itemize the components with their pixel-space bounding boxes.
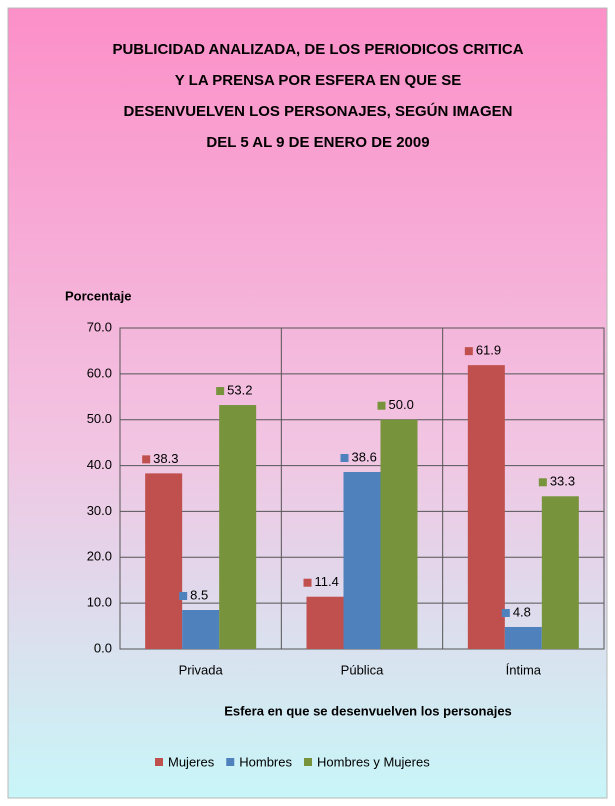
bar: [182, 610, 220, 649]
x-tick-label: Pública: [341, 662, 384, 677]
data-label: 38.6: [352, 449, 377, 464]
background: [7, 7, 608, 799]
chart-title: DEL 5 AL 9 DE ENERO DE 2009: [206, 134, 429, 151]
y-tick-label: 40.0: [87, 457, 112, 472]
y-tick-label: 10.0: [87, 595, 112, 610]
legend-label: Hombres: [239, 754, 292, 769]
legend-key: [155, 758, 163, 766]
data-label: 50.0: [389, 397, 414, 412]
chart-title: Y LA PRENSA POR ESFERA EN QUE SE: [175, 72, 461, 89]
chart-title: PUBLICIDAD ANALIZADA, DE LOS PERIODICOS …: [112, 41, 523, 58]
y-tick-label: 0.0: [94, 640, 112, 655]
legend-label: Mujeres: [168, 754, 215, 769]
label-key: [501, 608, 510, 617]
y-axis-label: Porcentaje: [65, 288, 131, 303]
label-key: [340, 453, 349, 462]
label-key: [142, 455, 151, 464]
data-label: 61.9: [476, 343, 501, 358]
x-tick-label: Íntima: [506, 662, 542, 677]
data-label: 53.2: [227, 382, 252, 397]
data-label: 11.4: [315, 574, 339, 589]
label-key: [377, 401, 386, 410]
bar: [380, 419, 418, 649]
data-label: 33.3: [550, 474, 575, 489]
label-key: [179, 592, 188, 601]
x-axis-label: Esfera en que se desenvuelven los person…: [224, 703, 512, 718]
label-key: [538, 478, 547, 487]
label-key: [303, 578, 312, 587]
chart-title: DESENVUELVEN LOS PERSONAJES, SEGÚN IMAGE…: [124, 102, 513, 120]
bar: [541, 496, 579, 649]
label-key: [216, 387, 225, 396]
bar: [343, 471, 381, 649]
y-tick-label: 70.0: [87, 319, 112, 334]
label-key: [464, 347, 473, 356]
bar: [219, 405, 257, 649]
y-tick-label: 20.0: [87, 549, 112, 564]
bar: [504, 626, 542, 649]
y-tick-label: 50.0: [87, 411, 112, 426]
bar: [467, 365, 505, 649]
data-label: 8.5: [190, 587, 208, 602]
bar: [145, 473, 183, 649]
legend-label: Hombres y Mujeres: [317, 754, 430, 769]
data-label: 4.8: [513, 604, 531, 619]
y-tick-label: 60.0: [87, 365, 112, 380]
data-label: 38.3: [153, 451, 178, 466]
legend-key: [304, 758, 312, 766]
x-tick-label: Privada: [179, 662, 224, 677]
y-tick-label: 30.0: [87, 503, 112, 518]
legend-key: [226, 758, 235, 766]
bar: [306, 596, 344, 649]
